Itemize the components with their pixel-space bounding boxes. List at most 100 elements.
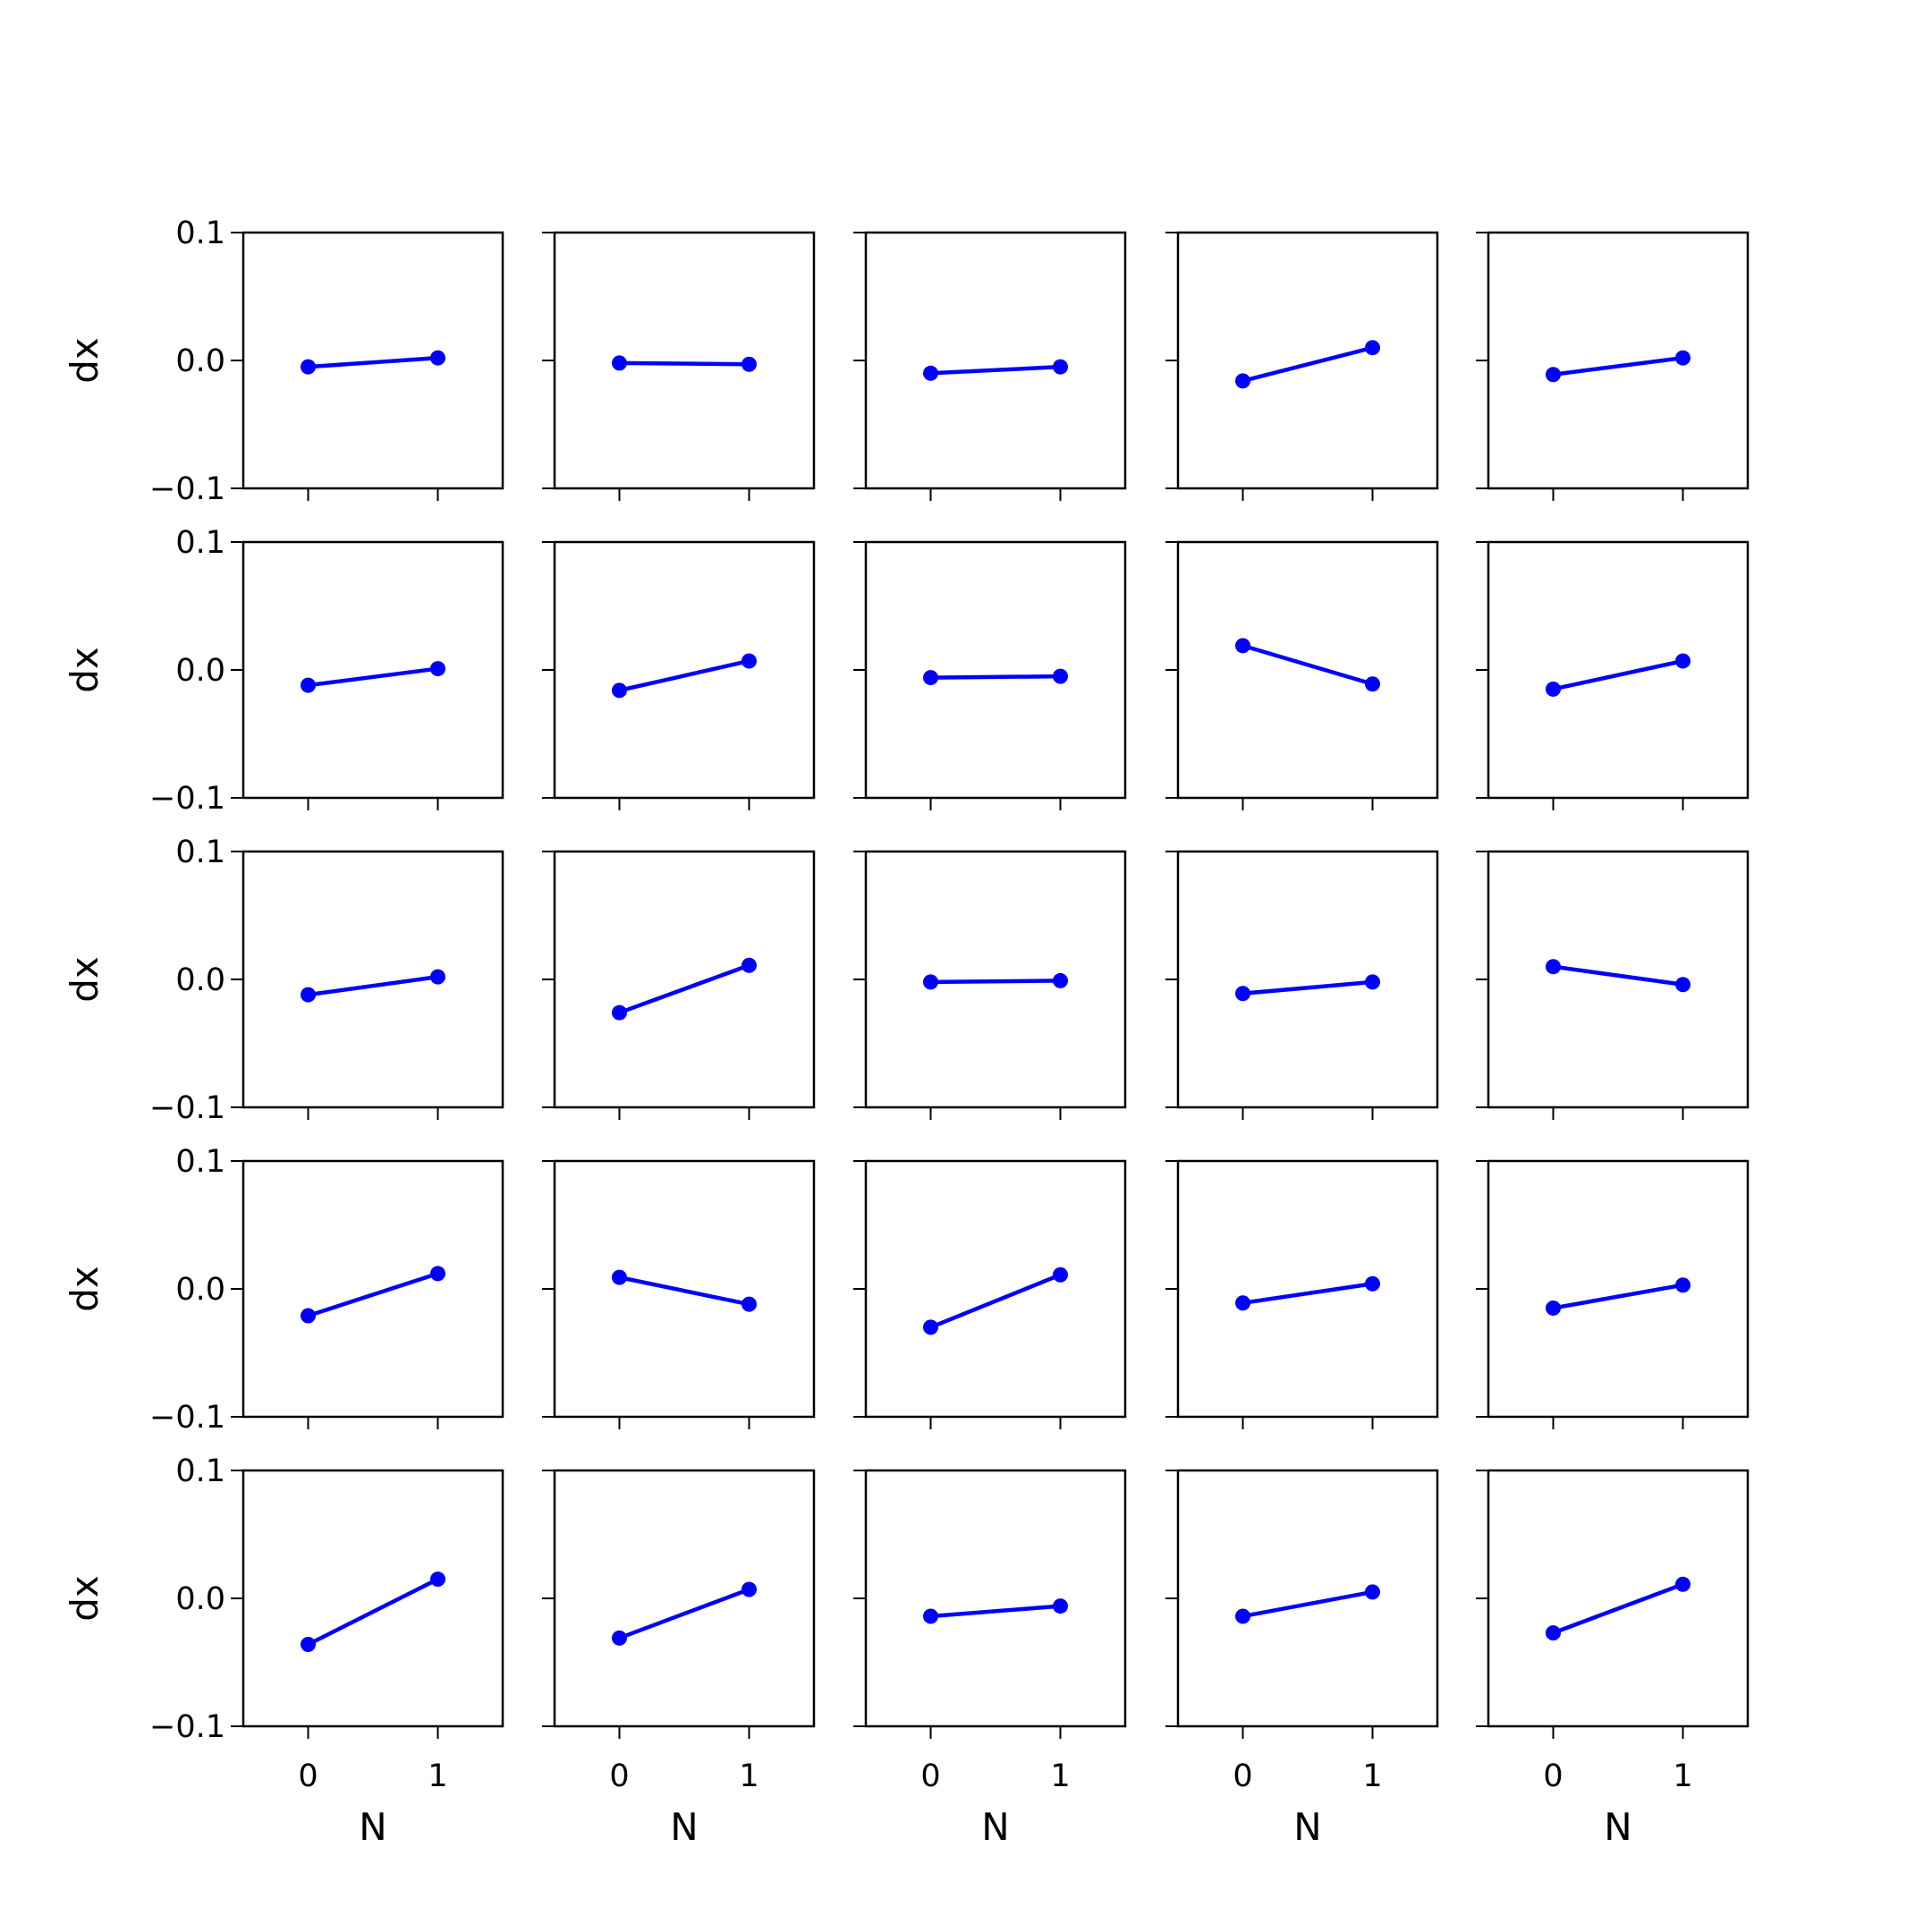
- subplot-r5-c3: 0 1 N: [853, 1469, 1127, 1849]
- y-tick-label: −0.1: [149, 1709, 225, 1745]
- subplot-r5-c1: −0.1 0.0 0.1 0 1 dx N: [63, 1453, 504, 1849]
- x-axis-label: N: [981, 1805, 1009, 1849]
- data-point: [1546, 681, 1561, 697]
- data-point: [1235, 1295, 1250, 1311]
- subplot-r4-c5: [1476, 1159, 1750, 1429]
- series-line: [930, 1604, 1061, 1619]
- y-tick-label: 0.0: [175, 653, 225, 689]
- y-tick-label: 0.1: [175, 525, 225, 561]
- series-line: [1241, 643, 1374, 686]
- data-point: [430, 1572, 445, 1588]
- series-line: [1242, 1589, 1373, 1619]
- series-line: [1553, 658, 1683, 691]
- y-tick-label: −0.1: [149, 1090, 225, 1126]
- subplot-r1-c1: −0.1 0.0 0.1 dx: [63, 216, 504, 507]
- subplot-r1-c5: [1476, 231, 1750, 501]
- subplot-r2-c1: −0.1 0.0 0.1 dx: [63, 525, 504, 817]
- series-line: [930, 364, 1061, 376]
- subplot-r2-c3: [853, 540, 1127, 810]
- series-line: [1553, 964, 1683, 987]
- data-point: [612, 1004, 627, 1021]
- x-axis-label: N: [670, 1805, 698, 1849]
- subplot-r2-c5: [1476, 540, 1750, 810]
- y-tick-label: 0.0: [175, 343, 225, 379]
- data-point: [1053, 1267, 1068, 1283]
- data-point: [1546, 1300, 1561, 1316]
- subplot-r3-c3: [853, 850, 1127, 1120]
- data-point: [923, 365, 938, 381]
- y-axis-label: dx: [63, 1575, 106, 1622]
- series-line: [618, 1587, 750, 1640]
- series-line: [1553, 355, 1683, 377]
- data-point: [1675, 1277, 1690, 1293]
- x-tick-label: 0: [609, 1758, 629, 1794]
- data-point: [1365, 974, 1380, 990]
- y-tick-label: −0.1: [149, 781, 225, 817]
- series-line: [619, 360, 750, 367]
- series-line: [307, 1271, 439, 1318]
- data-point: [923, 974, 938, 990]
- y-tick-label: 0.0: [175, 962, 225, 998]
- y-tick-label: 0.1: [175, 216, 225, 251]
- data-point: [1546, 959, 1561, 975]
- data-point: [1365, 1275, 1380, 1292]
- data-point: [301, 677, 316, 693]
- x-tick-label: 1: [1050, 1758, 1070, 1794]
- data-point: [741, 1581, 757, 1597]
- data-point: [430, 1266, 445, 1282]
- data-point: [1053, 972, 1068, 988]
- data-point: [301, 359, 316, 375]
- series-line: [929, 1273, 1062, 1329]
- series-line: [930, 979, 1061, 985]
- subplot-r4-c4: [1165, 1159, 1439, 1429]
- data-point: [923, 1319, 938, 1335]
- data-point: [301, 1636, 316, 1652]
- data-point: [612, 1630, 627, 1646]
- data-point: [1365, 340, 1380, 356]
- y-tick-label: 0.1: [175, 835, 225, 870]
- data-point: [612, 682, 627, 699]
- y-axis-label: dx: [63, 956, 106, 1003]
- data-point: [301, 987, 316, 1003]
- x-tick-label: 0: [1543, 1758, 1563, 1794]
- subplot-r2-c2: [542, 540, 816, 810]
- data-point: [923, 670, 938, 686]
- data-point: [1365, 676, 1380, 692]
- data-point: [1675, 653, 1690, 669]
- subplot-r1-c3: [853, 231, 1127, 501]
- subplot-r3-c1: −0.1 0.0 0.1 dx: [63, 835, 504, 1126]
- series-line: [307, 1577, 439, 1647]
- y-tick-label: −0.1: [149, 471, 225, 507]
- data-point: [1235, 373, 1250, 389]
- data-point: [1053, 1598, 1068, 1614]
- x-tick-label: 1: [1673, 1758, 1692, 1794]
- axes-layer: −0.10.00.1dx−0.10.00.1dx−0.10.00.1dx−0.1…: [63, 216, 1750, 1849]
- x-tick-label: 0: [298, 1758, 318, 1794]
- data-point: [1365, 1584, 1380, 1600]
- y-tick-label: 0.1: [175, 1453, 225, 1489]
- data-point: [1675, 1576, 1690, 1592]
- y-tick-label: −0.1: [149, 1400, 225, 1436]
- series-line: [1242, 1282, 1373, 1305]
- series-line: [1552, 1582, 1684, 1635]
- series-line: [930, 674, 1061, 680]
- data-point: [741, 653, 757, 669]
- subplot-r5-c4: 0 1 N: [1165, 1469, 1439, 1849]
- series-line: [619, 1275, 750, 1307]
- series-line: [618, 963, 750, 1015]
- data-point: [430, 350, 445, 366]
- subplot-r1-c2: [542, 231, 816, 501]
- data-point: [741, 957, 757, 973]
- data-point: [1675, 350, 1690, 366]
- data-point: [430, 661, 445, 677]
- series-line: [619, 658, 750, 693]
- subplot-r5-c5: 0 1 N: [1476, 1469, 1750, 1849]
- subplot-r3-c5: [1476, 850, 1750, 1120]
- x-axis-label: N: [359, 1805, 386, 1849]
- data-point: [741, 356, 757, 372]
- y-tick-label: 0.1: [175, 1144, 225, 1180]
- series-line: [1242, 979, 1373, 996]
- x-tick-label: 1: [1362, 1758, 1382, 1794]
